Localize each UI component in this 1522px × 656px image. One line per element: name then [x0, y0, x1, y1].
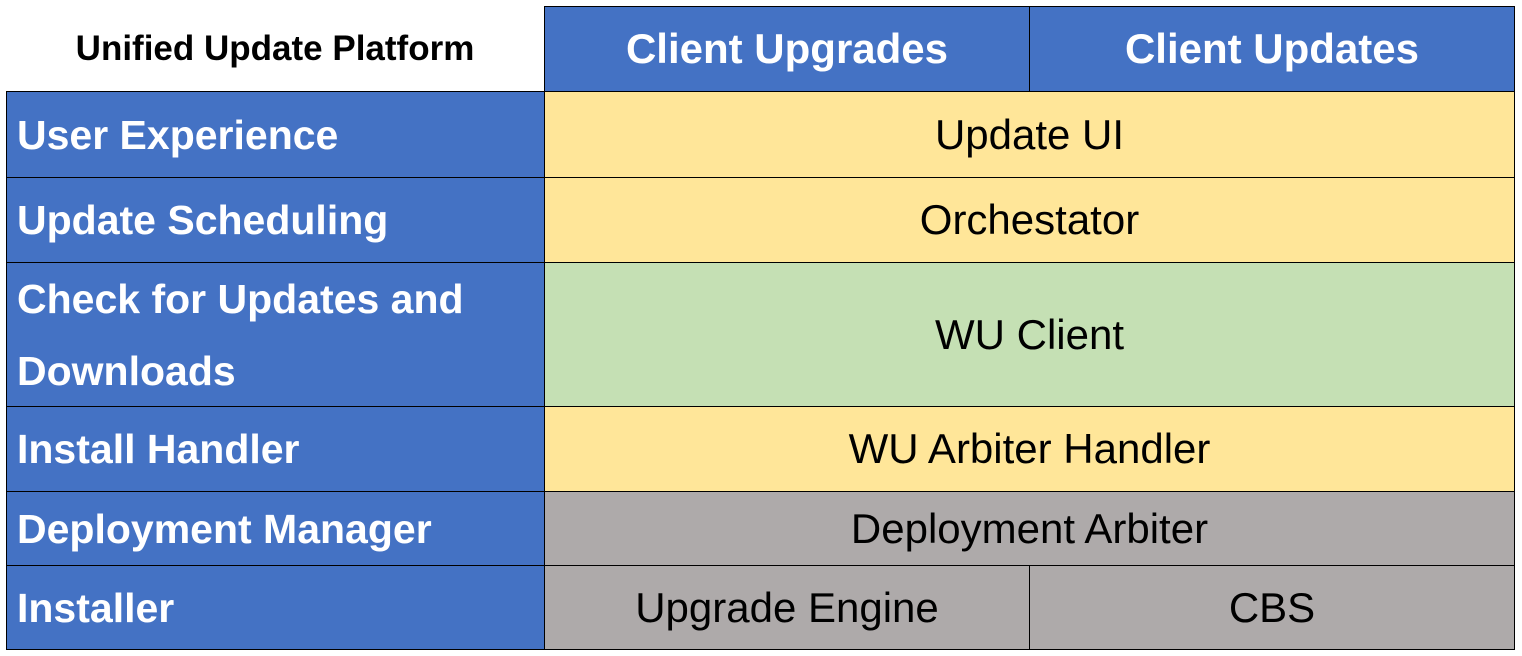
column-header-client-updates: Client Updates	[1029, 6, 1515, 92]
cell-deployment-arbiter: Deployment Arbiter	[544, 491, 1515, 566]
row-label-install-handler: Install Handler	[6, 406, 545, 492]
row-label-check-for-updates: Check for Updates and Downloads	[6, 262, 545, 407]
cell-update-ui: Update UI	[544, 91, 1515, 178]
column-header-client-upgrades: Client Upgrades	[544, 6, 1030, 92]
row-label-deployment-manager: Deployment Manager	[6, 491, 545, 566]
cell-wu-arbiter-handler: WU Arbiter Handler	[544, 406, 1515, 492]
cell-upgrade-engine: Upgrade Engine	[544, 565, 1030, 650]
row-label-installer: Installer	[6, 565, 545, 650]
cell-orchestrator: Orchestator	[544, 177, 1515, 263]
diagram-title: Unified Update Platform	[75, 28, 475, 68]
row-label-update-scheduling: Update Scheduling	[6, 177, 545, 263]
cell-wu-client: WU Client	[544, 262, 1515, 407]
row-label-user-experience: User Experience	[6, 91, 545, 178]
cell-cbs: CBS	[1029, 565, 1515, 650]
